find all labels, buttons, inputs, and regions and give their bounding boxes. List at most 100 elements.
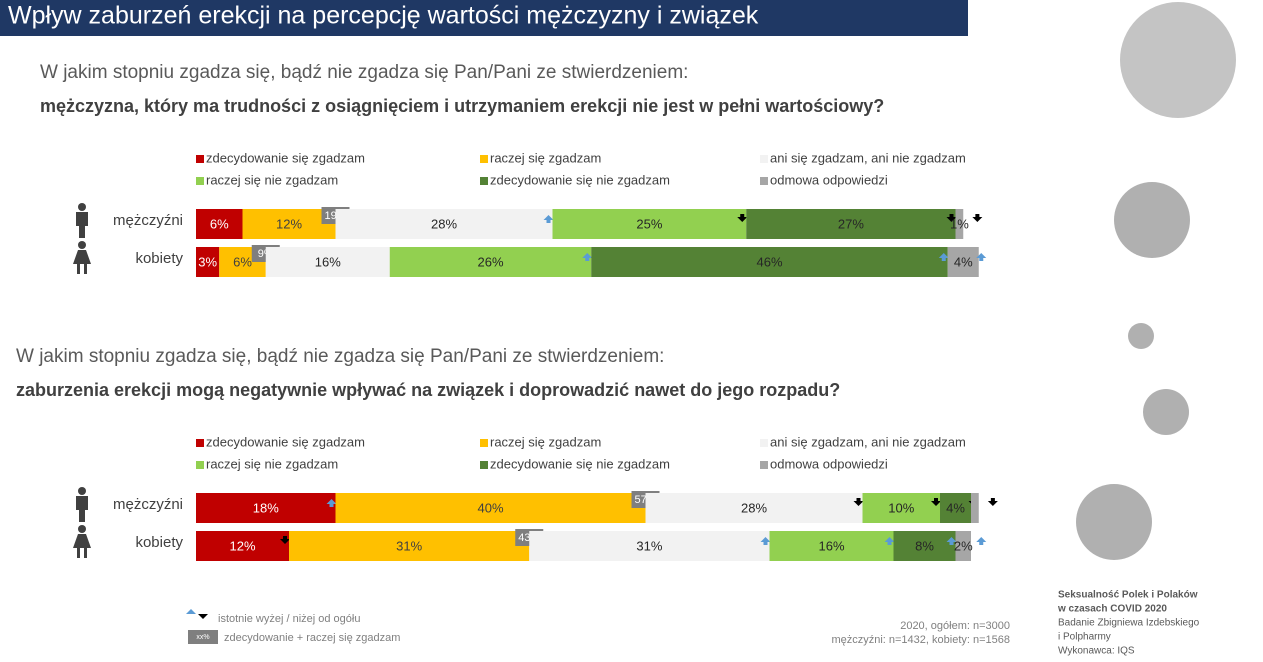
question: zaburzenia erekcji mogą negatywnie wpływ… [16,380,840,400]
source: i Polpharmy [1058,632,1111,643]
bar-segment [242,209,336,239]
category-label: kobiety [135,250,183,267]
value-label: 18% [253,500,279,515]
value-label: 6% [233,254,252,269]
value-label: 8% [915,538,934,553]
significance-down [972,214,983,222]
legend-swatch [480,177,488,185]
legend-label: raczej się zgadzam [490,150,601,165]
significance-down [737,214,748,222]
significance-down [946,214,957,222]
bar-segment [940,493,971,523]
header-title: Wpływ zaburzeń erekcji na percepcję wart… [8,2,759,30]
bar-segment [335,493,646,523]
legend-swatch [196,177,204,185]
note-box [188,630,218,644]
value-label: 12% [229,538,255,553]
note-box-text: zdecydowanie + raczej się zgadzam [224,632,400,644]
value-label: 31% [396,538,422,553]
bar-segment [955,209,964,239]
person-icon [78,241,86,249]
bar-segment [196,247,220,277]
bar-segment [955,531,971,561]
bar-segment [529,531,770,561]
legend-label: odmowa odpowiedzi [770,456,888,471]
legend-swatch [760,439,768,447]
note-arrows: istotnie wyżej / niżej od ogółu [218,613,360,625]
legend-label: ani się zgadzam, ani nie zgadzam [770,434,966,449]
significance-up [543,215,554,223]
value-label: 28% [741,500,767,515]
significance-down [987,498,998,506]
bar-segment [289,531,530,561]
source: Seksualność Polek i Polaków [1058,590,1198,601]
note-box-sample: xx% [196,634,209,641]
sample-note: mężczyźni: n=1432, kobiety: n=1568 [831,634,1010,646]
value-label: 3% [198,254,217,269]
person-icon [78,487,86,495]
bar-segment [591,247,948,277]
value-label: 4% [946,500,965,515]
bar-segment [893,531,956,561]
legend-swatch [480,439,488,447]
legend-swatch [760,461,768,469]
value-label: 16% [818,538,844,553]
legend-label: zdecydowanie się zgadzam [206,434,365,449]
source: w czasach COVID 2020 [1057,604,1167,615]
bar-segment [196,531,289,561]
bar-segment [335,209,553,239]
significance-up [976,253,987,261]
person-icon [73,534,91,558]
value-label: 4% [954,254,973,269]
header-bar [0,0,968,36]
person-icon [76,212,88,238]
legend-label: raczej się zgadzam [490,434,601,449]
value-label: 25% [636,216,662,231]
person-icon [73,250,91,274]
legend-swatch [196,155,204,163]
legend-label: zdecydowanie się zgadzam [206,150,365,165]
bar-segment [746,209,956,239]
value-label: 28% [431,216,457,231]
bar-segment [389,247,592,277]
sample-note: 2020, ogółem: n=3000 [900,620,1010,632]
bar-segment [196,209,243,239]
bar-segment [947,247,979,277]
source: Badanie Zbigniewa Izdebskiego [1058,618,1200,629]
legend-swatch [760,155,768,163]
legend-swatch [196,461,204,469]
bar-segment [265,247,390,277]
legend-swatch [480,155,488,163]
significance-up [760,537,771,545]
value-label: 26% [477,254,503,269]
value-label: 10% [888,500,914,515]
legend-label: zdecydowanie się nie zgadzam [490,172,670,187]
legend-label: ani się zgadzam, ani nie zgadzam [770,150,966,165]
question: mężczyzna, który ma trudności z osiągnię… [40,96,884,116]
value-label: 12% [276,216,302,231]
value-label: 2% [954,538,973,553]
category-label: mężczyźni [113,212,183,229]
bar-segment [552,209,747,239]
category-label: mężczyźni [113,496,183,513]
value-label: 1% [950,216,969,231]
significance-up [938,253,949,261]
significance-up [582,253,593,261]
value-label: 6% [210,216,229,231]
source: Wykonawca: IQS [1058,646,1135,657]
bar-segment [769,531,894,561]
significance-up [326,499,337,507]
value-label: 31% [636,538,662,553]
legend-label: raczej się nie zgadzam [206,456,338,471]
question-intro: W jakim stopniu zgadza się, bądź nie zga… [16,346,664,367]
value-label: 16% [315,254,341,269]
question-intro: W jakim stopniu zgadza się, bądź nie zga… [40,62,688,83]
category-label: kobiety [135,534,183,551]
bar-segment [971,493,979,523]
value-label: 46% [756,254,782,269]
person-icon [78,525,86,533]
legend-swatch [760,177,768,185]
person-icon [76,496,88,522]
significance-down [280,536,290,544]
